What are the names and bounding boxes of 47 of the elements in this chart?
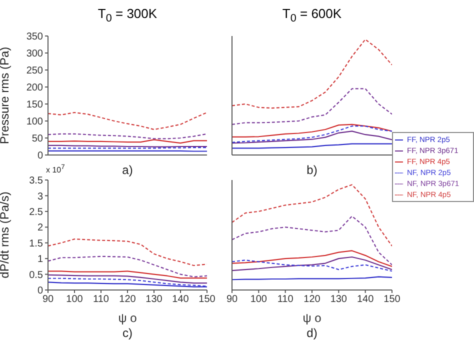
y-tick-label: 3 [37, 191, 44, 202]
x-tick-label: 120 [119, 294, 136, 306]
line-series [48, 274, 207, 284]
y-tick-label: 50 [32, 134, 44, 145]
chart-title: T$_{0}$ = 300K [96, 6, 158, 25]
y-tick-label: 0 [37, 286, 44, 297]
x-tick-label: 140 [172, 294, 190, 306]
text: x 10$^{7}$ [46, 164, 65, 175]
y-tick-label: 0.5 [29, 270, 44, 281]
text: c) [122, 326, 134, 340]
y-tick-label: 250 [26, 66, 44, 77]
line-series [48, 112, 207, 130]
line-series [48, 256, 207, 278]
y-tick-label: 100 [26, 116, 44, 128]
y-tick-label: 3.5 [29, 176, 44, 187]
line-series [48, 278, 207, 287]
x-tick-label: 90 [226, 294, 238, 306]
y-tick-label: 1.5 [29, 238, 44, 250]
y-tick-label: 200 [26, 82, 44, 94]
text: b) [306, 163, 318, 177]
chart-title: T$_{0}$ = 600K [281, 6, 343, 25]
x-axis-title: ψ o [118, 311, 138, 325]
y-tick-label: 300 [26, 48, 44, 60]
line-series [48, 238, 207, 266]
x-axis-title: ψ o [302, 311, 322, 325]
y-tick-label: 1 [37, 254, 44, 266]
y-tick-label: 2 [37, 222, 44, 234]
x-tick-label: 150 [384, 294, 401, 306]
text: d) [306, 326, 318, 340]
y-tick-label: 350 [26, 32, 44, 43]
x-tick-label: 140 [356, 294, 374, 306]
y-axis-title: Pressure rms (Pa) [0, 46, 12, 144]
y-tick-label: 0 [37, 150, 44, 162]
text: a) [122, 163, 133, 177]
x-tick-label: 120 [304, 294, 321, 306]
x-tick-label: 110 [93, 294, 110, 306]
x-tick-label: 90 [42, 294, 54, 306]
x-tick-label: 150 [198, 294, 216, 306]
y-tick-label: 150 [26, 100, 44, 111]
x-tick-label: 130 [146, 294, 163, 306]
x-tick-label: 130 [330, 294, 348, 306]
line-series [48, 270, 207, 279]
y-tick-label: 2.5 [29, 206, 44, 218]
x-tick-label: 100 [66, 294, 84, 306]
x-tick-label: 100 [250, 294, 268, 306]
x-tick-label: 110 [277, 294, 294, 306]
y-axis-title: dP/dt rms (Pa/s) [0, 192, 12, 278]
